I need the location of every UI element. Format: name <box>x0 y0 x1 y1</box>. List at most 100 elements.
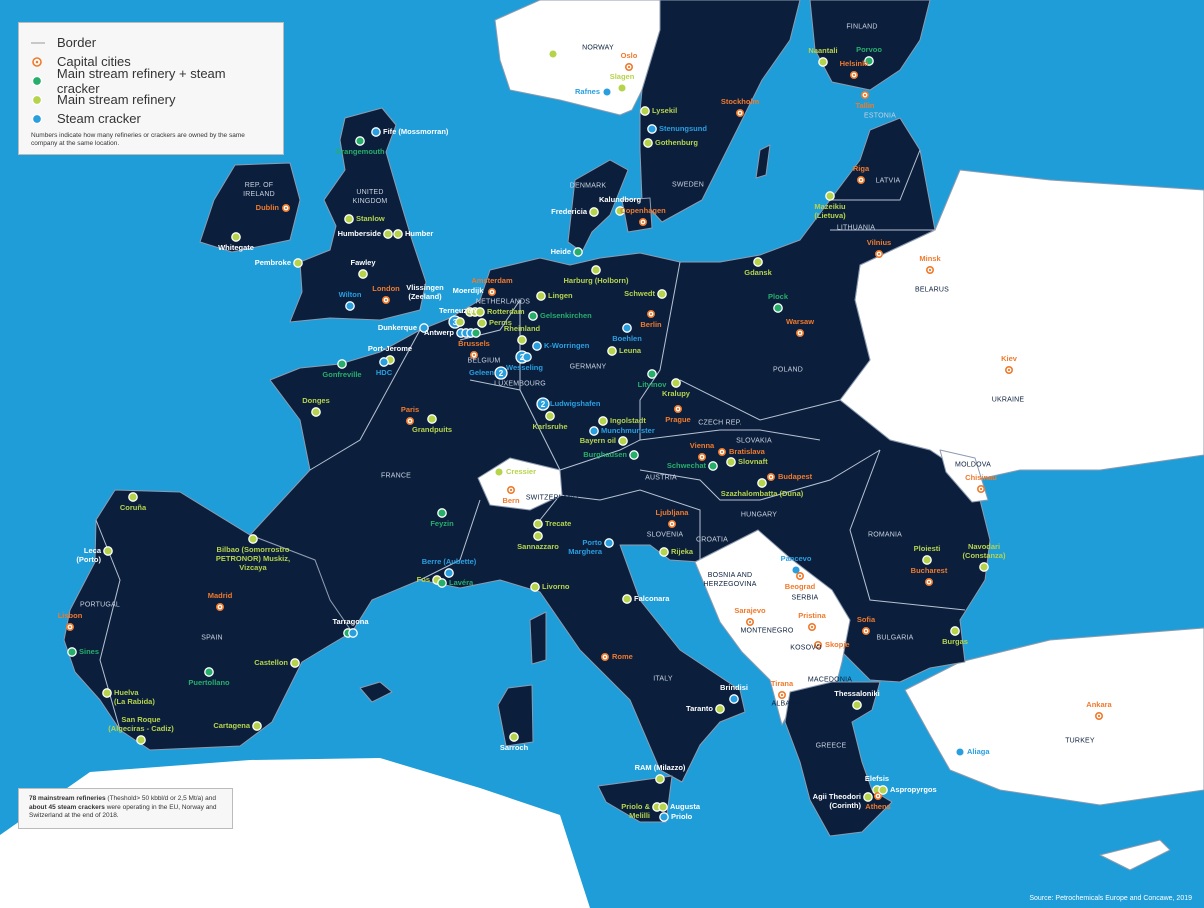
capital-city-dot <box>816 643 820 647</box>
site-label: Fos <box>416 575 430 584</box>
site-label: Pancevo <box>780 554 812 563</box>
site-label: Fawley <box>350 258 376 267</box>
site-label: Plock <box>767 292 789 301</box>
refinery-marker <box>658 802 668 812</box>
source-credit: Source: Petrochemicals Europe and Concaw… <box>1029 895 1192 902</box>
cyprus-land <box>1099 839 1171 871</box>
site-label: Ludwigshafen <box>550 399 601 408</box>
capital-city-dot <box>810 625 814 629</box>
refinery-cracker-marker <box>437 508 447 518</box>
country-label: PORTUGAL <box>80 601 120 609</box>
count-badge <box>494 366 508 380</box>
summary-refineries: 78 mainstream refineries <box>29 795 106 802</box>
steam-cracker-marker <box>602 87 612 97</box>
site-label: Riga <box>852 164 870 173</box>
refinery-marker <box>548 49 558 59</box>
refinery-marker <box>427 414 437 424</box>
site-label: Puertollano <box>188 678 230 687</box>
site-label: Gothenburg <box>655 138 698 147</box>
site-label: Porvoo <box>856 45 882 54</box>
site-label: Naantali <box>808 46 838 55</box>
steam-cracker-marker <box>444 568 454 578</box>
country-label: ROMANIA <box>867 531 903 539</box>
site-label: Slovnaft <box>738 457 768 466</box>
refinery-cracker-marker <box>337 359 347 369</box>
country-label: UNITED KINGDOM <box>352 189 388 205</box>
site-label: Szazhalombatta (Duna) <box>720 489 804 498</box>
steam-cracker-marker <box>622 323 632 333</box>
refinery-marker <box>607 346 617 356</box>
refinery-marker <box>825 191 835 201</box>
refinery-marker <box>290 658 300 668</box>
capital-city-dot <box>1097 714 1101 718</box>
site-label: Mongstad <box>510 49 546 58</box>
site-label: Rafnes <box>574 87 600 96</box>
steam-cracker-marker <box>604 538 614 548</box>
site-label: Schwedt <box>624 289 655 298</box>
site-label: Gdansk <box>744 268 772 277</box>
capital-city-dot <box>627 65 631 69</box>
country-label: CROATIA <box>696 536 728 544</box>
country-label: KOSOVO <box>790 644 822 652</box>
refinery-marker <box>248 534 258 544</box>
site-label: Oslo <box>620 51 638 60</box>
refinery-cracker-marker <box>708 461 718 471</box>
steam-cracker-marker <box>345 301 355 311</box>
refinery-marker <box>726 457 736 467</box>
country-label: BELGIUM <box>467 357 501 365</box>
legend-item: Capital cities <box>31 52 271 71</box>
site-label: Chisinau <box>965 473 997 482</box>
site-label: Fife (Mossmorran) <box>383 127 449 136</box>
capital-city-dot <box>738 111 742 115</box>
site-label: Donges <box>302 396 330 405</box>
legend-item: Steam cracker <box>31 109 271 128</box>
site-label: Stockholm <box>720 97 760 106</box>
site-label: Trecate <box>545 519 572 528</box>
finland-land <box>809 0 931 91</box>
capital-city-dot <box>384 298 388 302</box>
capital-city-dot <box>700 455 704 459</box>
site-label: Sarroch <box>499 743 529 752</box>
capital-city-dot <box>780 693 784 697</box>
site-label: Leuna <box>619 346 642 355</box>
border-line-icon <box>31 41 57 45</box>
refinery-marker <box>622 594 632 604</box>
site-label: Navodari (Constanza) <box>962 542 1006 560</box>
site-label: Thessaloniki <box>834 689 880 698</box>
site-label: Brindisi <box>720 683 748 692</box>
refinery-marker <box>509 732 519 742</box>
summary-crackers: about 45 steam crackers <box>29 803 105 811</box>
site-label: Bucharest <box>910 566 948 575</box>
site-label: Ploiesti <box>913 544 941 553</box>
legend-label: Steam cracker <box>57 111 141 126</box>
summary-note: 78 mainstream refineries (Theshold> 50 k… <box>18 788 233 829</box>
site-label: Aspropyrgos <box>890 785 937 794</box>
refinery-cracker-marker <box>204 667 214 677</box>
site-label: Elefsis <box>864 774 890 783</box>
refinery-marker <box>753 257 763 267</box>
country-label: LITHUANIA <box>836 224 876 232</box>
site-label: Brussels <box>458 339 490 348</box>
site-label: Aliaga <box>967 747 990 756</box>
capital-city-dot <box>68 625 72 629</box>
site-label: Boehlen <box>612 334 642 343</box>
refinery-cracker-marker <box>471 328 481 338</box>
country-label: AUSTRIA <box>645 474 677 482</box>
refinery-marker <box>757 478 767 488</box>
denmark-land <box>567 159 629 253</box>
site-label: Budapest <box>778 472 813 481</box>
refinery-marker <box>715 704 725 714</box>
country-label: BOSNIA AND HERZEGOVINA <box>703 572 757 588</box>
site-label: Rome <box>612 652 633 661</box>
refinery-marker <box>533 519 543 529</box>
site-label: Dunkerque <box>377 323 417 332</box>
site-label: Rotterdam <box>487 307 525 316</box>
refinery-marker <box>922 555 932 565</box>
site-label: Ljubljana <box>655 508 689 517</box>
steam-cracker-marker <box>659 812 669 822</box>
legend-item: Border <box>31 33 271 52</box>
site-label: Agii Theodori (Corinth) <box>812 792 861 810</box>
refinery-marker <box>533 531 543 541</box>
count-badge-number: 2 <box>541 400 546 409</box>
